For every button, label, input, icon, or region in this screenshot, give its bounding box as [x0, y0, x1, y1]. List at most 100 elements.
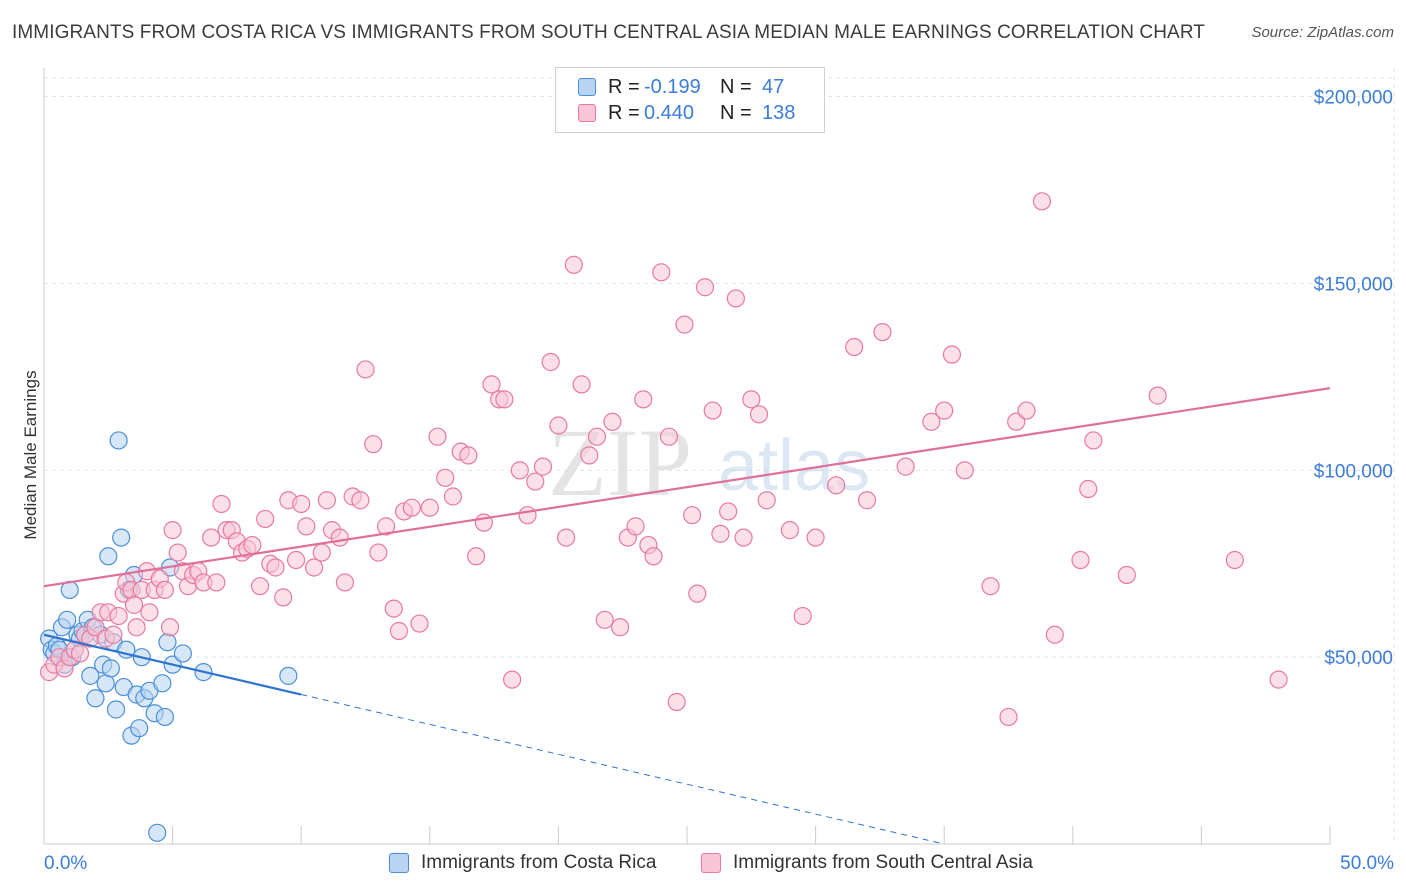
south-central-asia-point	[1225, 550, 1244, 570]
south-central-asia-point	[541, 352, 560, 372]
south-central-asia-point	[389, 621, 409, 641]
south-central-asia-point	[104, 625, 123, 644]
bottom-legend-south-central-asia-label: Immigrants from South Central Asia	[733, 852, 1033, 873]
south-central-asia-point	[369, 543, 388, 562]
south-central-asia-point	[459, 446, 478, 465]
south-central-asia-point	[297, 517, 316, 536]
south-central-asia-point	[1045, 625, 1064, 644]
south-central-asia-point	[1148, 386, 1167, 405]
south-central-asia-point	[1071, 550, 1090, 570]
south-central-asia-point	[749, 405, 769, 424]
label-layer: $50,000 $100,000 $150,000 $200,000 0.0% 50.0%	[44, 88, 1394, 874]
y-axis-label: Median Male Earnings	[21, 370, 40, 539]
costa-rica-point	[109, 431, 128, 450]
south-central-asia-point	[330, 528, 349, 547]
legend-row-south-central-asia: R = 0.440 N = 138	[578, 101, 795, 125]
bottom-legend-south-central-asia: Immigrants from South Central Asia	[701, 852, 1033, 874]
south-central-asia-point	[564, 255, 583, 274]
south-central-asia-point	[999, 707, 1018, 727]
south-central-asia-trend-line	[43, 387, 1331, 588]
south-central-asia-point	[410, 614, 429, 633]
south-central-asia-point	[688, 584, 707, 603]
south-central-asia-point	[70, 644, 90, 663]
south-central-asia-point	[266, 558, 285, 577]
south-central-asia-point	[1007, 412, 1026, 431]
south-central-asia-point	[873, 322, 892, 342]
costa-rica-point	[153, 674, 172, 693]
south-central-asia-point	[163, 521, 182, 540]
legend-row-costa-rica: R = -0.199 N = 47	[578, 75, 784, 99]
south-central-asia-point	[780, 521, 799, 540]
costa-rica-point	[81, 666, 100, 685]
south-central-asia-point	[659, 427, 679, 446]
costa-rica-trend-line	[43, 633, 302, 696]
costa-rica-point	[86, 689, 105, 708]
south-central-asia-point	[1269, 670, 1288, 689]
bottom-swatch-costa-rica	[389, 853, 409, 873]
south-central-asia-point	[549, 416, 568, 435]
south-central-asia-point	[711, 524, 730, 543]
south-central-asia-point	[384, 599, 403, 618]
south-central-asia-point	[634, 390, 653, 409]
south-central-asia-point	[611, 618, 630, 637]
south-central-asia-point	[845, 337, 864, 357]
south-central-asia-point	[955, 461, 974, 480]
south-central-asia-point	[587, 427, 607, 446]
legend-r-label: R =	[608, 101, 640, 124]
south-central-asia-point	[1032, 192, 1052, 211]
costa-rica-point	[130, 719, 149, 738]
legend-n-label: N =	[720, 75, 752, 98]
south-central-asia-point	[466, 547, 486, 566]
south-central-asia-point	[356, 360, 375, 379]
south-central-asia-point	[155, 580, 174, 600]
south-central-asia-point	[603, 412, 622, 431]
south-central-asia-point	[168, 543, 187, 562]
x-tick-label-min: 0.0%	[44, 853, 87, 874]
south-central-asia-point	[510, 461, 529, 480]
south-central-asia-point	[127, 618, 146, 637]
south-central-asia-point	[793, 606, 812, 626]
south-central-asia-point	[304, 558, 324, 577]
south-central-asia-point	[1079, 479, 1098, 499]
south-central-asia-point	[292, 494, 311, 514]
south-central-asia-point	[351, 491, 370, 510]
correlation-legend: R = -0.199 N = 47 R = 0.440 N = 138	[555, 67, 825, 133]
south-central-asia-point	[495, 390, 514, 409]
legend-n-value: 47	[762, 75, 785, 98]
south-central-asia-point	[526, 472, 545, 491]
south-central-asia-point	[981, 577, 1000, 596]
south-central-asia-point	[695, 278, 715, 297]
south-central-asia-point	[212, 494, 231, 514]
costa-rica-point	[112, 528, 131, 547]
x-tick-label-max: 50.0%	[1340, 853, 1394, 874]
south-central-asia-point	[935, 401, 954, 420]
south-central-asia-point	[652, 263, 671, 282]
axis-layer	[43, 68, 1331, 845]
south-central-asia-point	[942, 345, 962, 364]
watermark: ZIP atlas	[548, 409, 870, 516]
south-central-asia-point	[335, 573, 355, 592]
south-central-asia-point	[1017, 401, 1036, 420]
costa-rica-point	[106, 700, 126, 719]
y-tick-label: $50,000	[1324, 648, 1393, 669]
costa-rica-point	[148, 823, 167, 842]
south-central-asia-point	[402, 498, 421, 517]
legend-r-value: -0.199	[644, 75, 701, 98]
legend-swatch-south-central-asia	[578, 104, 596, 122]
south-central-asia-point	[626, 517, 645, 536]
south-central-asia-point	[726, 289, 745, 308]
trend-layer	[43, 387, 1331, 845]
south-central-asia-point	[675, 315, 694, 334]
legend-n-label: N =	[720, 101, 752, 124]
south-central-asia-point	[503, 670, 522, 689]
y-tick-label: $150,000	[1314, 275, 1393, 296]
costa-rica-point	[101, 659, 120, 678]
costa-rica-point	[158, 633, 177, 652]
south-central-asia-point	[922, 412, 941, 431]
legend-r-label: R =	[608, 75, 640, 98]
south-central-asia-point	[533, 457, 553, 476]
south-central-asia-point	[436, 468, 455, 487]
bottom-legend-costa-rica: Immigrants from Costa Rica	[389, 852, 656, 874]
south-central-asia-point	[124, 595, 144, 614]
legend-swatch-costa-rica	[578, 78, 596, 96]
